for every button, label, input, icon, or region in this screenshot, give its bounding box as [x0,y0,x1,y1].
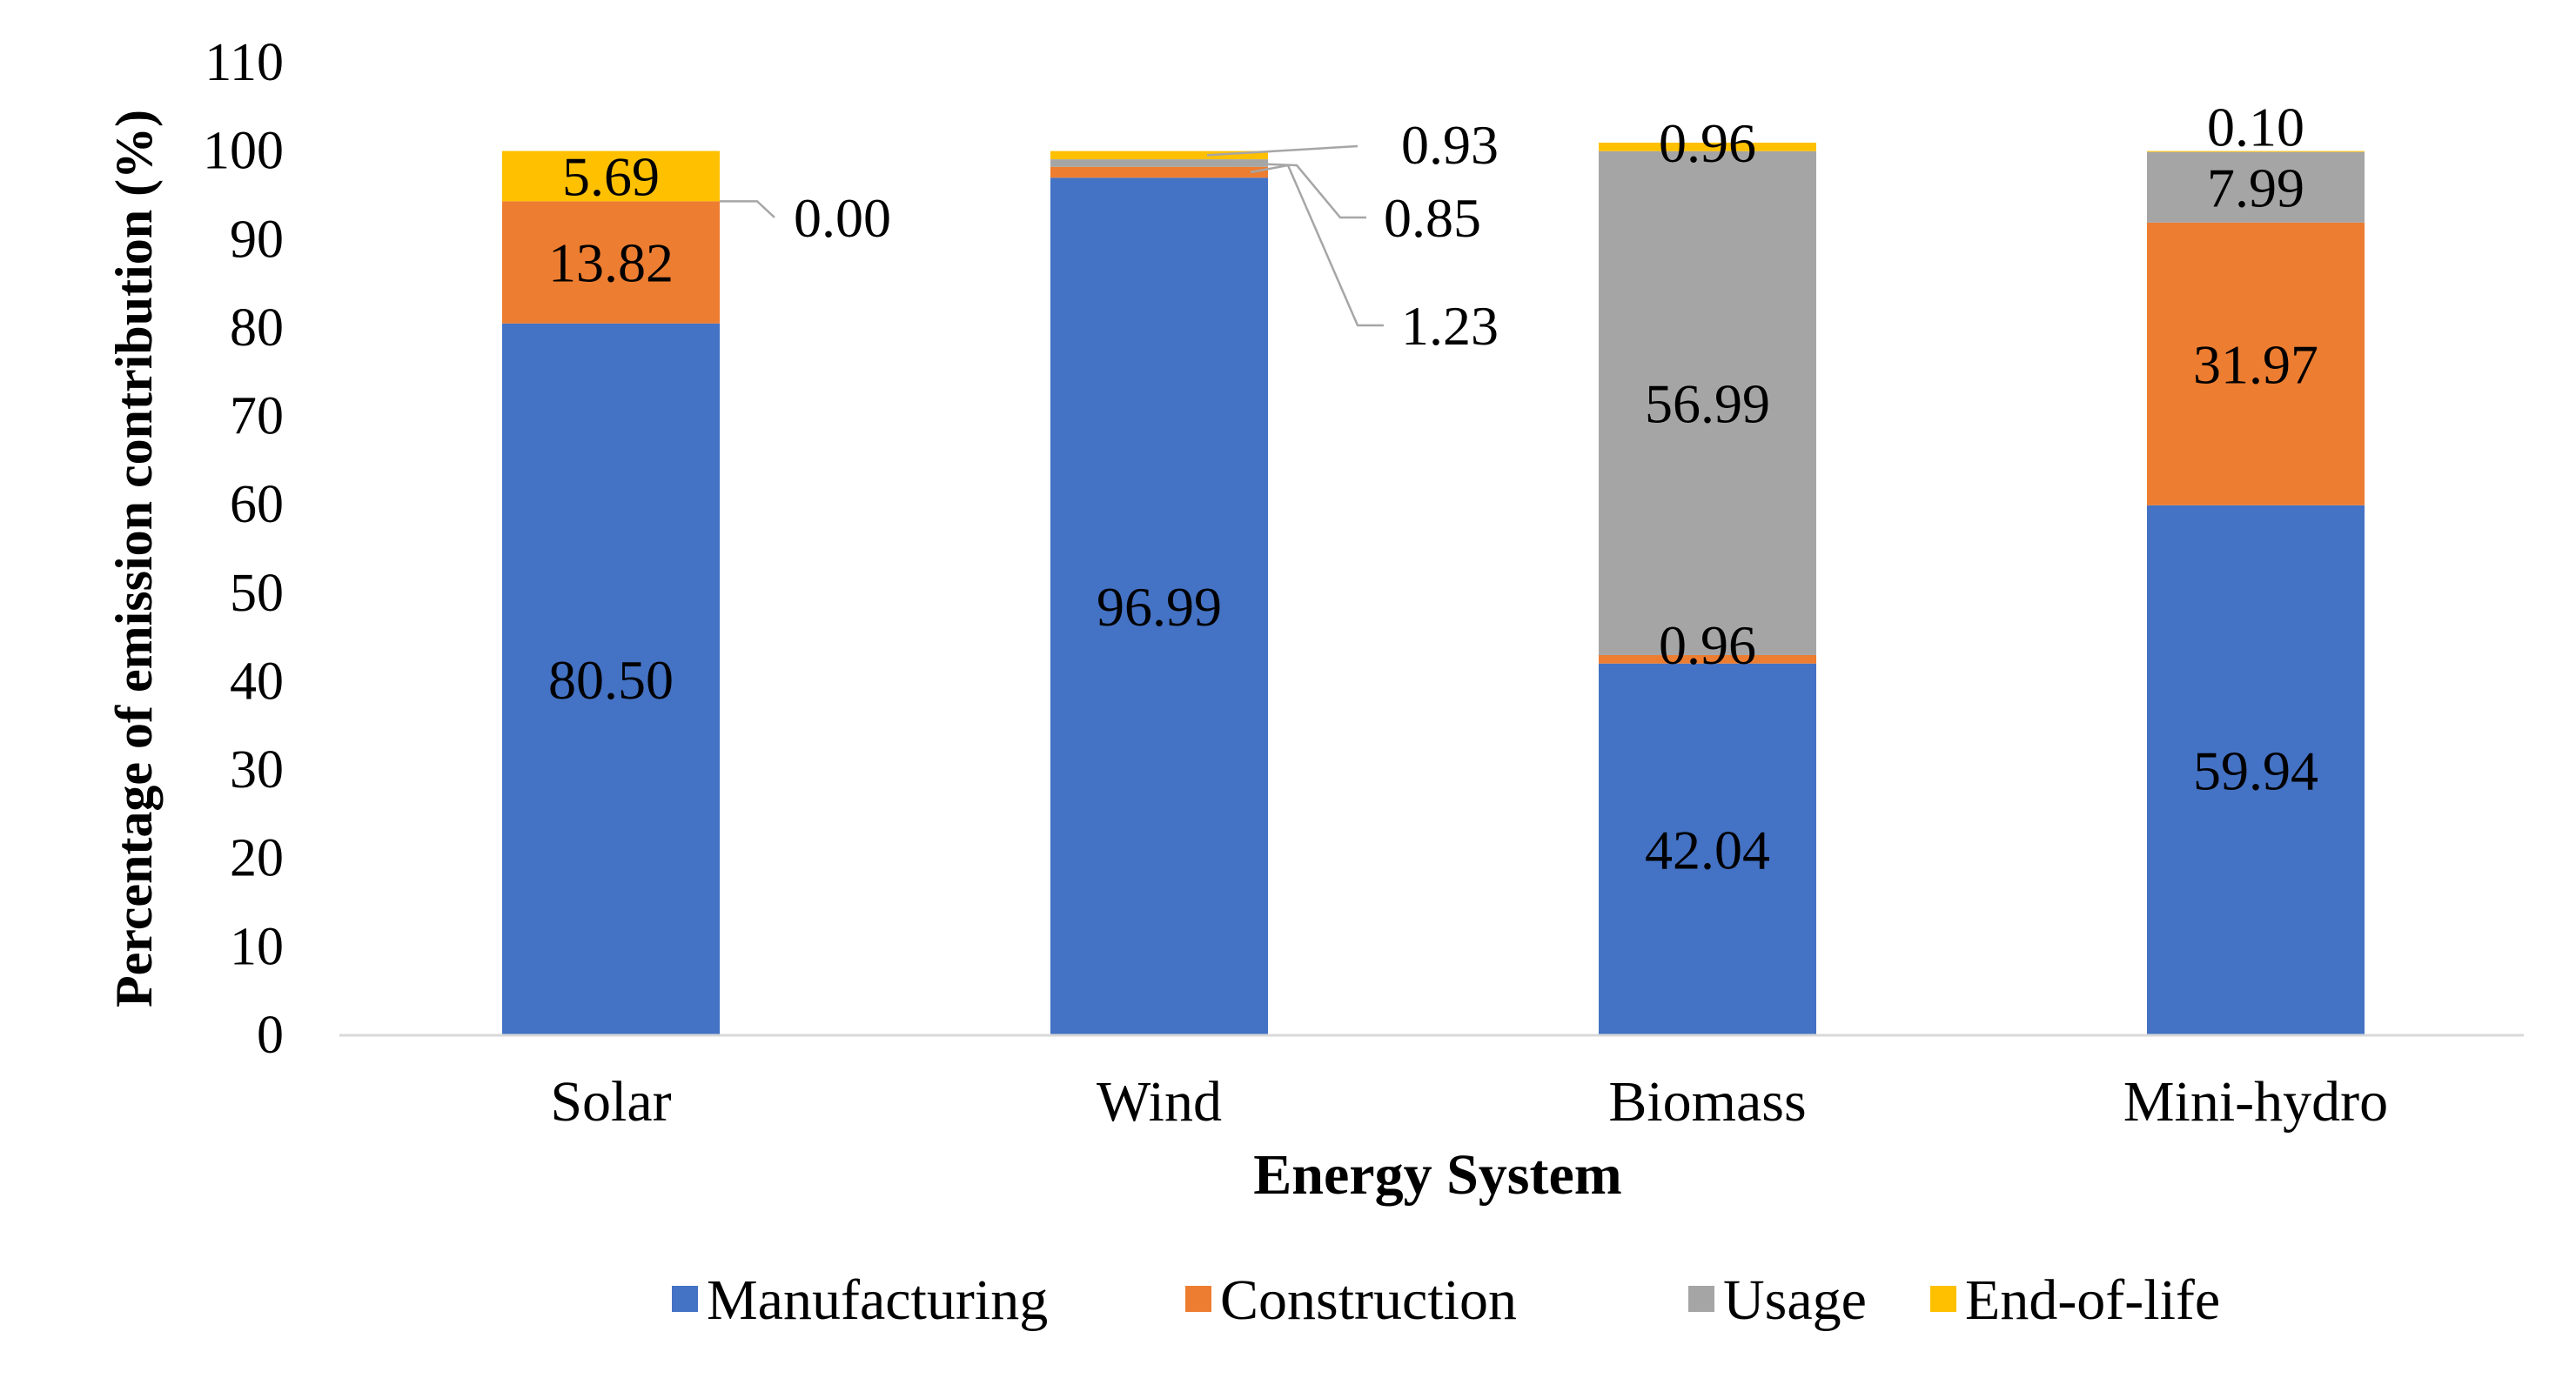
data-label: 96.99 [1097,576,1222,638]
bar-segment-end-of-life [1599,142,1816,151]
y-tick-label: 60 [230,475,284,534]
x-category-label: Biomass [1608,1070,1806,1134]
x-axis-title: Energy System [1253,1143,1621,1207]
bar-segment-manufacturing [1050,177,1268,1036]
bar-segment-manufacturing [2147,505,2365,1035]
data-label: 0.85 [1384,187,1481,249]
data-label: 59.94 [2193,739,2318,801]
bar-segment-usage [1599,151,1816,655]
leader-line [1206,144,1358,157]
y-tick-label: 0 [257,1006,284,1065]
bar-segment-usage [2147,151,2365,223]
y-tick-label: 30 [230,740,284,800]
y-tick-label: 90 [230,210,284,269]
legend: Manufacturing Construction Usage End-of-lif… [672,1268,2220,1332]
data-label: 5.69 [562,145,660,207]
legend-swatch [1185,1286,1211,1312]
bar-segment-end-of-life [1050,151,1268,160]
legend-label: Usage [1723,1268,1867,1332]
data-label: 13.82 [548,232,674,294]
data-label: 1.23 [1401,295,1499,357]
y-tick-label: 20 [230,829,284,888]
y-tick-label: 110 [205,33,284,92]
data-label: 80.50 [548,649,674,711]
bars [502,142,2365,1036]
x-category-label: Solar [550,1070,671,1134]
data-labels: 80.50 13.82 5.69 0.00 0.93 0.85 1.23 96.99 42.04… [548,97,2318,881]
bar-segment-end-of-life [2147,151,2365,152]
bar-segment-construction [1050,166,1268,178]
data-label: 0.96 [1659,112,1756,174]
legend-swatch [672,1286,698,1312]
legend-swatch [1930,1286,1956,1312]
y-tick-label: 80 [230,298,284,358]
bar-segment-construction [1599,654,1816,664]
data-label: 0.10 [2207,97,2304,158]
y-axis-title: Percentage of emission contribution (%) [105,110,163,1007]
leader-line [1232,162,1366,219]
bar-segment-manufacturing [1599,663,1816,1035]
bar-segment-end-of-life [502,151,720,202]
legend-label: End-of-life [1965,1268,2220,1332]
x-axis-categories: Solar Wind Biomass Mini-hydro [550,1070,2388,1134]
data-label: 31.97 [2193,333,2318,395]
data-label: 7.99 [2207,157,2304,218]
bar-segment-construction [502,201,720,324]
bar-segment-manufacturing [502,323,720,1035]
y-tick-label: 70 [230,387,284,446]
y-tick-label: 10 [230,917,284,976]
data-label: 0.00 [794,187,891,249]
data-label: 0.93 [1401,114,1499,176]
legend-label: Manufacturing [707,1268,1048,1332]
data-label: 56.99 [1645,372,1770,434]
data-label: 0.96 [1659,614,1756,676]
bar-segment-usage [1050,159,1268,167]
x-category-label: Mini-hydro [2123,1070,2388,1134]
leader-line [1250,164,1384,327]
y-tick-label: 40 [230,652,284,711]
data-label: 42.04 [1645,819,1770,880]
y-tick-label: 100 [203,122,284,181]
x-category-label: Wind [1097,1070,1222,1134]
leader-line [720,200,775,218]
legend-swatch [1688,1286,1714,1312]
legend-label: Construction [1220,1268,1517,1332]
y-tick-label: 50 [230,564,284,623]
bar-segment-construction [2147,222,2365,505]
y-axis-ticks: 0 10 20 30 40 50 60 70 80 90 100 110 [203,33,284,1065]
